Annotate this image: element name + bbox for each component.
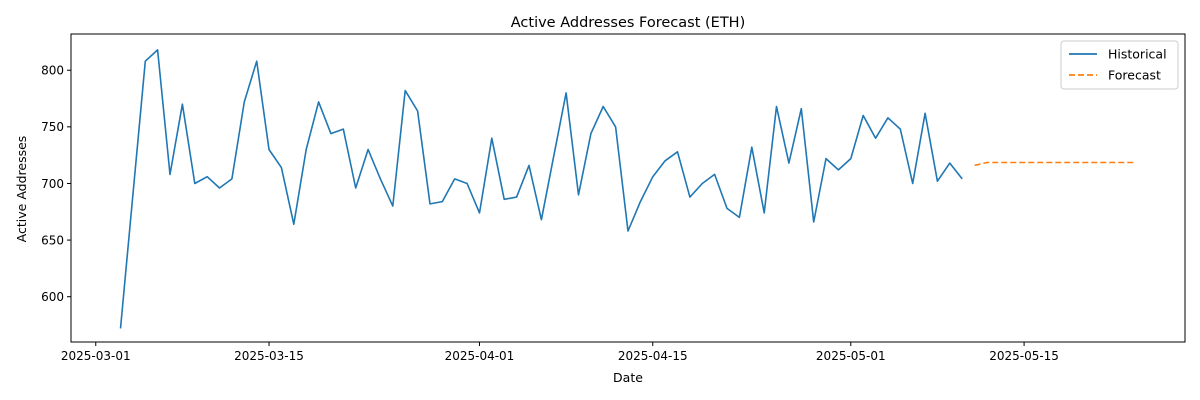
x-tick-label: 2025-04-15 xyxy=(618,349,688,363)
legend-label-historical: Historical xyxy=(1108,47,1167,62)
y-tick-label: 650 xyxy=(41,233,64,247)
x-tick-label: 2025-05-15 xyxy=(989,349,1059,363)
legend: Historical Forecast xyxy=(1060,40,1179,90)
y-tick-label: 700 xyxy=(41,177,64,191)
x-tick-label: 2025-05-01 xyxy=(816,349,886,363)
y-axis: 600 650 700 750 800 xyxy=(41,64,71,304)
plot-area-frame xyxy=(70,33,1186,343)
legend-box xyxy=(1060,40,1179,90)
x-axis: 2025-03-01 2025-03-15 2025-04-01 2025-04-15… xyxy=(61,342,1059,363)
x-tick-label: 2025-03-01 xyxy=(61,349,131,363)
y-tick-label: 800 xyxy=(41,64,64,78)
y-tick-label: 750 xyxy=(41,120,64,134)
legend-label-forecast: Forecast xyxy=(1108,68,1161,83)
x-tick-label: 2025-04-01 xyxy=(445,349,515,363)
series-layer xyxy=(119,49,1136,329)
x-axis-label: Date xyxy=(613,370,643,385)
series-line-forecast xyxy=(974,161,1136,167)
y-axis-label: Active Addresses xyxy=(14,136,29,243)
series-line-historical xyxy=(119,49,963,329)
chart-title: Active Addresses Forecast (ETH) xyxy=(511,15,746,31)
x-tick-label: 2025-03-15 xyxy=(234,349,304,363)
y-tick-label: 600 xyxy=(41,290,64,304)
